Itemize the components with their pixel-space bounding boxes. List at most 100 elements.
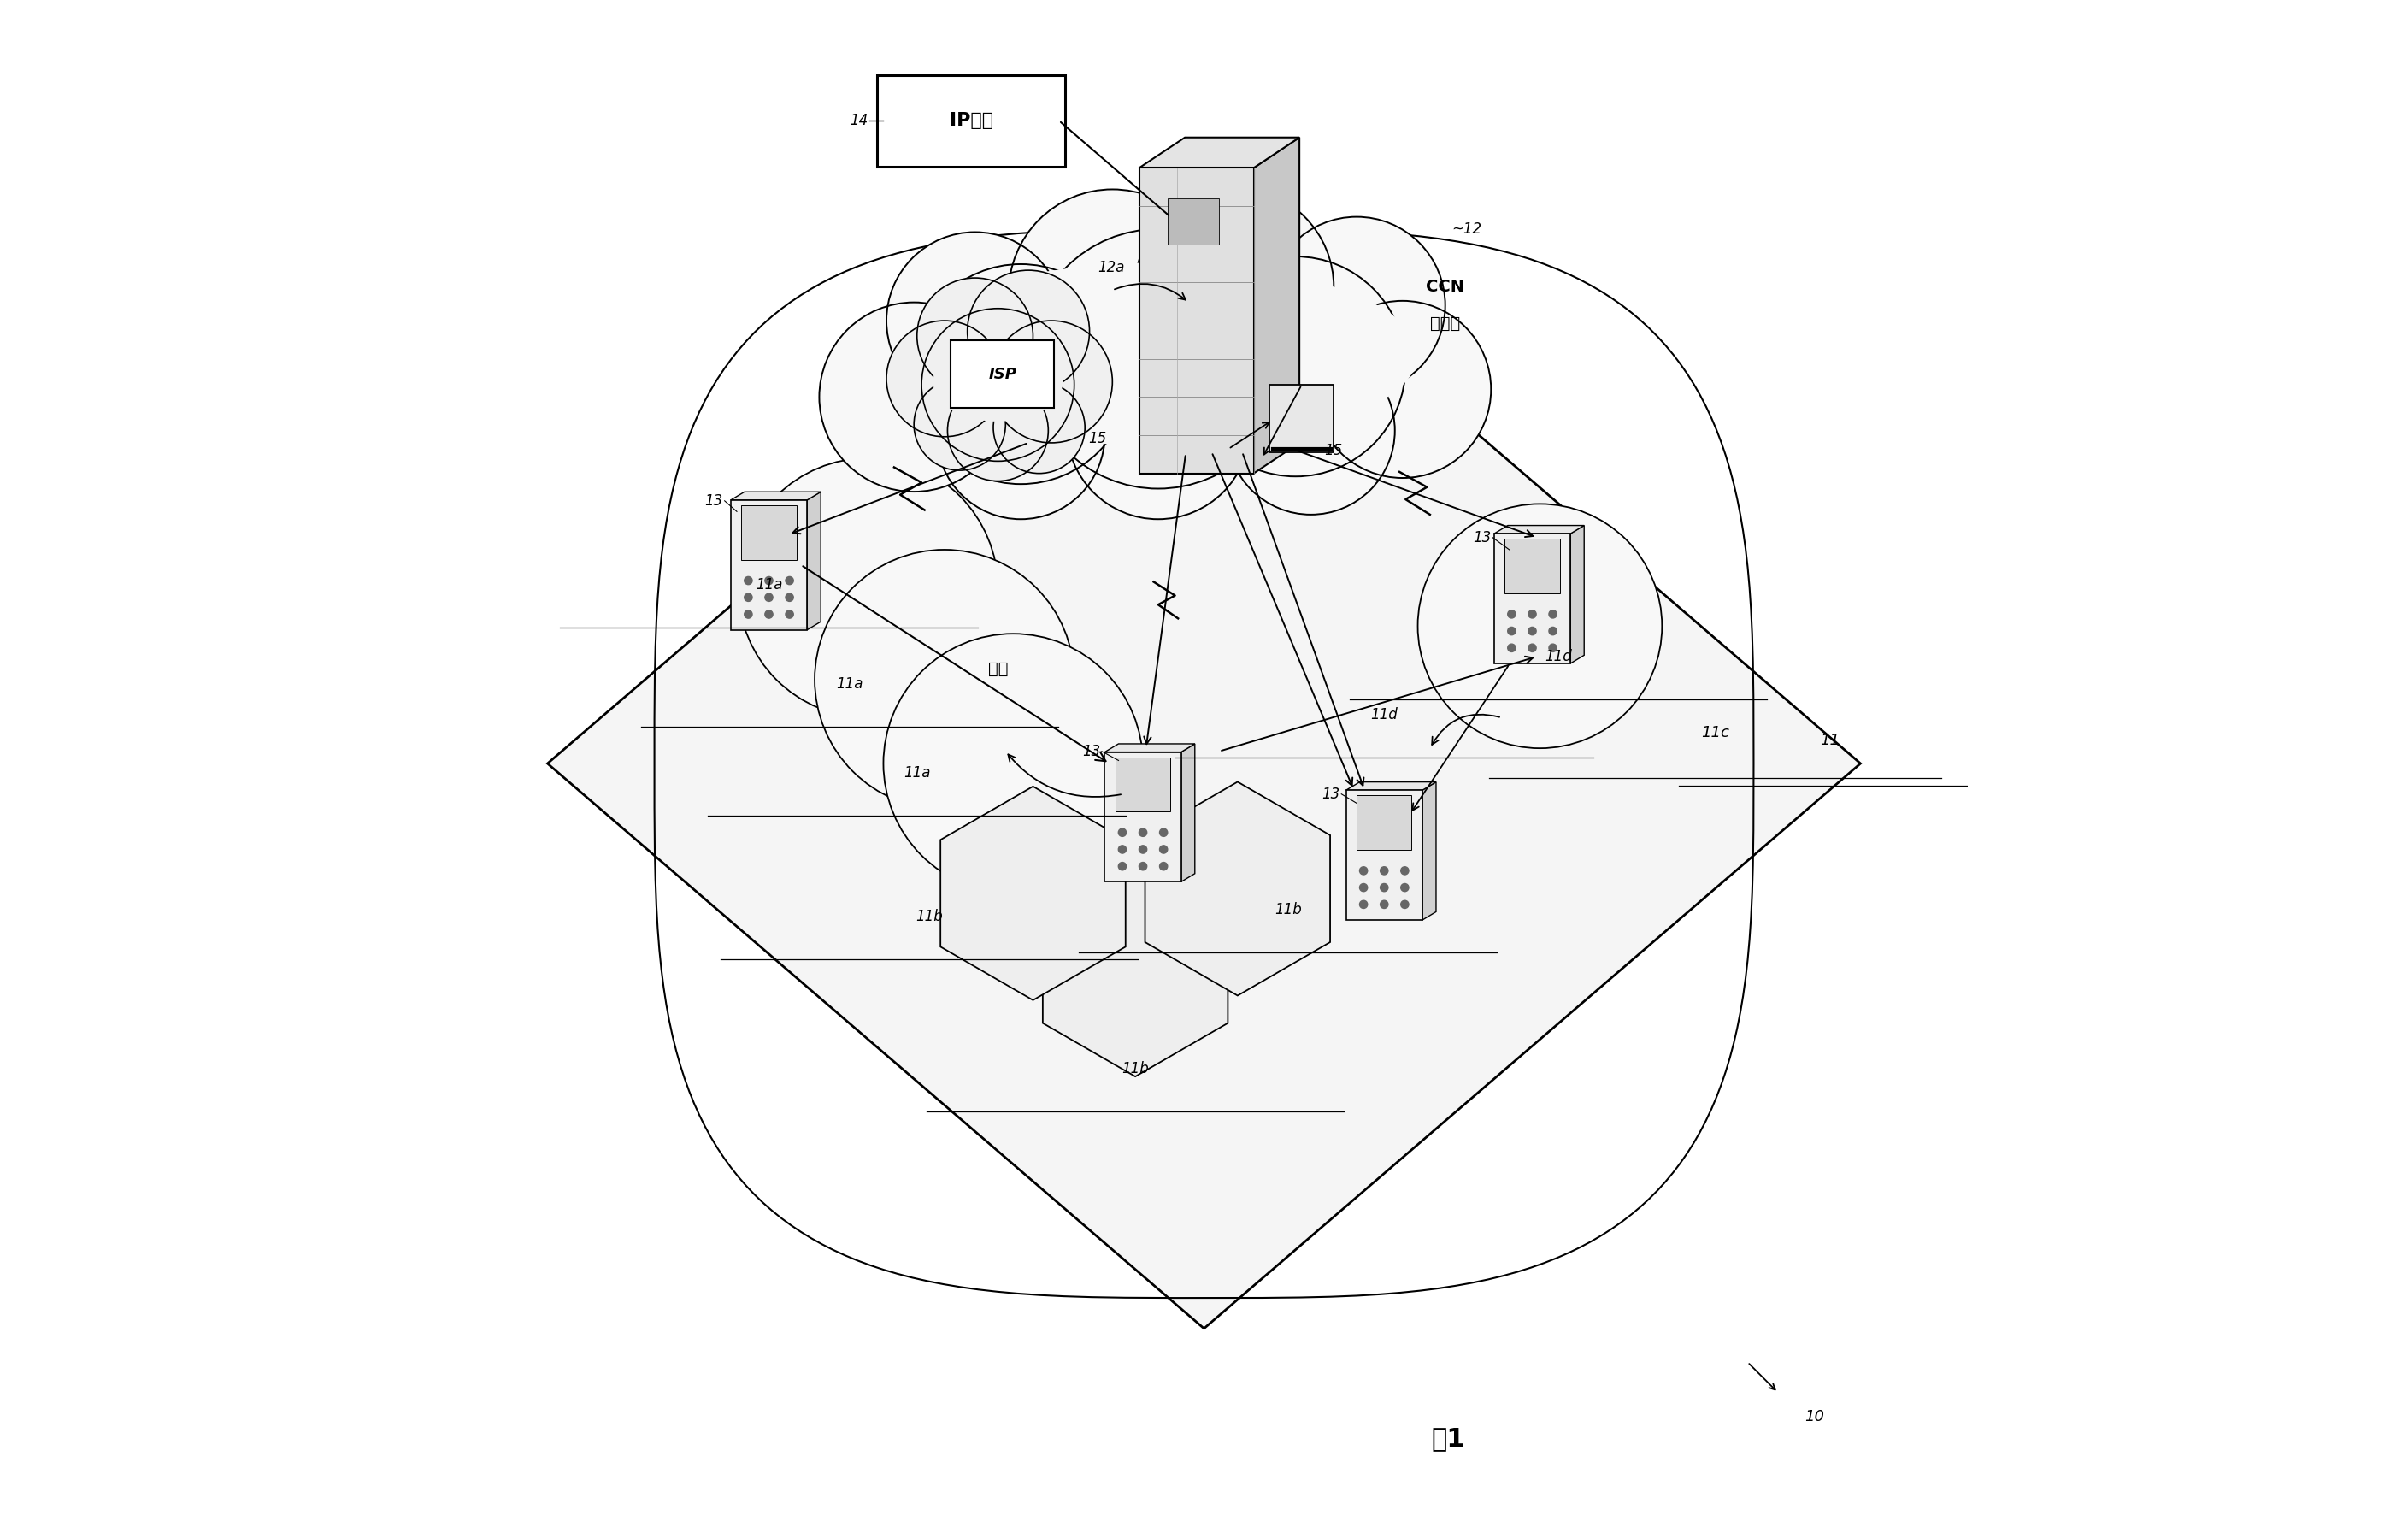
- Circle shape: [1548, 611, 1558, 618]
- Polygon shape: [942, 786, 1125, 1000]
- Circle shape: [1529, 644, 1536, 652]
- Circle shape: [766, 594, 773, 602]
- Circle shape: [922, 308, 1074, 461]
- Circle shape: [744, 611, 751, 618]
- Polygon shape: [1493, 525, 1584, 534]
- Text: 服务器: 服务器: [1430, 316, 1459, 331]
- Text: 10: 10: [1806, 1409, 1825, 1425]
- Polygon shape: [730, 492, 821, 501]
- Text: 11a: 11a: [756, 577, 783, 592]
- Text: 11d: 11d: [1544, 649, 1572, 664]
- FancyBboxPatch shape: [877, 75, 1064, 166]
- Circle shape: [886, 232, 1064, 409]
- Ellipse shape: [884, 252, 1433, 466]
- Text: 13: 13: [1474, 530, 1491, 545]
- FancyBboxPatch shape: [1168, 199, 1218, 244]
- FancyBboxPatch shape: [1493, 534, 1570, 663]
- Text: 13: 13: [1322, 786, 1339, 802]
- FancyBboxPatch shape: [951, 341, 1055, 408]
- Circle shape: [995, 382, 1086, 473]
- Circle shape: [1315, 301, 1491, 478]
- Circle shape: [1418, 504, 1662, 748]
- Circle shape: [1548, 628, 1558, 635]
- Circle shape: [1380, 901, 1387, 909]
- Polygon shape: [1570, 525, 1584, 663]
- Circle shape: [819, 302, 1009, 492]
- Circle shape: [1361, 901, 1368, 909]
- FancyBboxPatch shape: [1115, 757, 1170, 812]
- Circle shape: [785, 594, 795, 602]
- Text: 11b: 11b: [1122, 1061, 1149, 1077]
- FancyBboxPatch shape: [1346, 789, 1423, 919]
- Circle shape: [1139, 863, 1146, 870]
- Circle shape: [1361, 867, 1368, 875]
- Circle shape: [1009, 189, 1216, 397]
- FancyBboxPatch shape: [1505, 539, 1560, 594]
- Circle shape: [1185, 257, 1406, 476]
- Circle shape: [1134, 188, 1334, 386]
- Circle shape: [886, 321, 1002, 437]
- Polygon shape: [1043, 863, 1228, 1077]
- Circle shape: [766, 611, 773, 618]
- Text: 11c: 11c: [1702, 725, 1729, 741]
- Circle shape: [1548, 644, 1558, 652]
- Ellipse shape: [898, 263, 1418, 446]
- Text: 15: 15: [1324, 443, 1344, 458]
- Polygon shape: [1255, 137, 1300, 473]
- Text: 11b: 11b: [1274, 902, 1303, 918]
- Circle shape: [1269, 217, 1445, 394]
- Circle shape: [1401, 884, 1409, 892]
- Circle shape: [1380, 867, 1387, 875]
- Polygon shape: [807, 492, 821, 629]
- Circle shape: [1507, 611, 1515, 618]
- Ellipse shape: [932, 342, 1062, 421]
- Circle shape: [946, 380, 1047, 481]
- Circle shape: [1228, 347, 1394, 515]
- Polygon shape: [1423, 782, 1435, 919]
- Circle shape: [1139, 846, 1146, 854]
- Text: 11b: 11b: [915, 909, 944, 924]
- Circle shape: [1529, 628, 1536, 635]
- Text: ~12: ~12: [1452, 221, 1481, 237]
- Text: IP终端: IP终端: [949, 111, 992, 130]
- Polygon shape: [1180, 744, 1194, 881]
- Circle shape: [915, 379, 1007, 470]
- Text: ISP: ISP: [987, 366, 1016, 382]
- Circle shape: [1028, 229, 1288, 489]
- Text: 11d: 11d: [1370, 707, 1397, 722]
- Circle shape: [937, 351, 1105, 519]
- Polygon shape: [1146, 782, 1329, 996]
- Circle shape: [1161, 829, 1168, 837]
- Circle shape: [1117, 863, 1127, 870]
- FancyBboxPatch shape: [1269, 385, 1334, 452]
- Text: 图1: 图1: [1430, 1426, 1464, 1451]
- Circle shape: [1507, 644, 1515, 652]
- Circle shape: [910, 264, 1132, 484]
- Circle shape: [744, 594, 751, 602]
- Circle shape: [739, 458, 997, 718]
- Text: 13: 13: [1081, 744, 1100, 759]
- Text: 11: 11: [1820, 733, 1840, 748]
- Circle shape: [1401, 867, 1409, 875]
- Text: 漫游: 漫游: [987, 661, 1009, 676]
- FancyBboxPatch shape: [1356, 796, 1411, 851]
- Text: 12a: 12a: [1098, 260, 1125, 275]
- Text: 15: 15: [1088, 431, 1105, 446]
- Circle shape: [990, 321, 1112, 443]
- Circle shape: [1361, 884, 1368, 892]
- Circle shape: [766, 577, 773, 585]
- Text: CCN: CCN: [1426, 279, 1464, 295]
- Ellipse shape: [929, 337, 1067, 426]
- FancyBboxPatch shape: [1139, 168, 1255, 473]
- Circle shape: [1161, 863, 1168, 870]
- FancyBboxPatch shape: [742, 505, 797, 560]
- Circle shape: [1117, 829, 1127, 837]
- Circle shape: [814, 550, 1074, 809]
- Circle shape: [884, 634, 1144, 893]
- Circle shape: [1507, 628, 1515, 635]
- Polygon shape: [547, 199, 1861, 1328]
- Circle shape: [1529, 611, 1536, 618]
- Circle shape: [1117, 846, 1127, 854]
- Text: 11a: 11a: [903, 765, 929, 780]
- FancyBboxPatch shape: [730, 501, 807, 629]
